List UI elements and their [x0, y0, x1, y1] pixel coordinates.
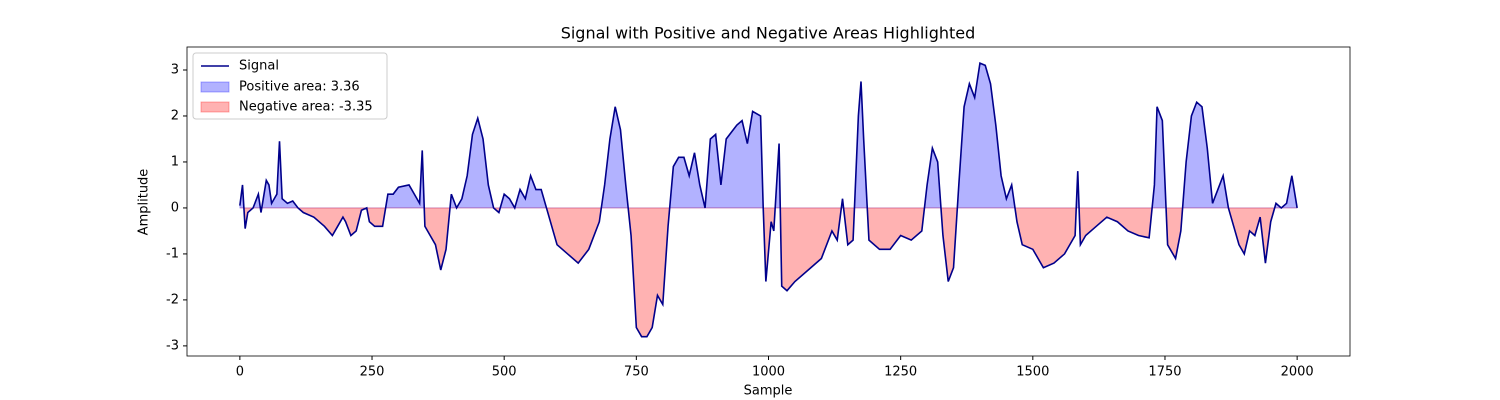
y-tick-label: -2: [166, 292, 179, 307]
x-tick-label: 0: [236, 365, 244, 380]
legend-box: [192, 52, 388, 120]
signal-line: [239, 61, 1298, 338]
legend-area-swatch: [200, 81, 230, 93]
legend-label: Signal: [239, 59, 279, 74]
y-tick-label: 2: [171, 108, 179, 123]
x-tick-label: 1000: [752, 365, 785, 380]
x-tick-label: 1750: [1148, 365, 1181, 380]
x-tick-label: 2000: [1281, 365, 1314, 380]
legend: Signal Positive area: 3.36 Negative area: …: [192, 52, 388, 120]
x-tick-label: 750: [624, 365, 649, 380]
y-tick-label: -3: [166, 338, 179, 353]
y-axis-label: Amplitude: [137, 169, 152, 236]
y-tick-label: 1: [171, 154, 179, 169]
x-tick-label: 1500: [1016, 365, 1049, 380]
x-tick-label: 500: [492, 365, 517, 380]
x-tick-label: 250: [360, 365, 385, 380]
legend-area-swatch: [200, 101, 230, 113]
y-tick-label: 0: [171, 200, 179, 215]
x-tick-label: 1250: [884, 365, 917, 380]
positive-area: [239, 62, 1298, 209]
legend-label: Negative area: -3.35: [239, 100, 373, 115]
y-tick-label: 3: [171, 62, 179, 77]
chart-title: Signal with Positive and Negative Areas …: [561, 24, 976, 43]
y-tick-label: -1: [166, 246, 179, 261]
legend-label: Positive area: 3.36: [239, 80, 360, 95]
negative-area: [239, 207, 1298, 338]
x-axis-label: Sample: [744, 384, 793, 399]
